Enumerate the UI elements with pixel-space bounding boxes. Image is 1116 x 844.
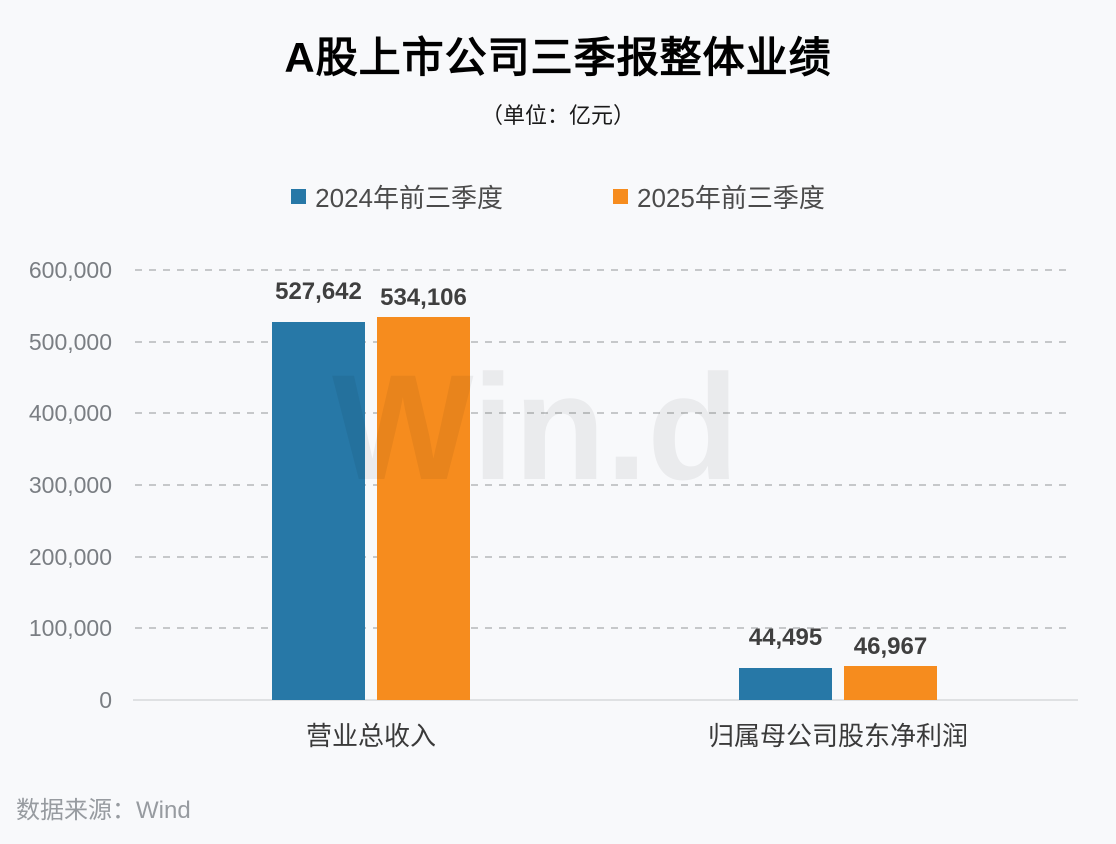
chart-title: A股上市公司三季报整体业绩 xyxy=(284,34,832,81)
y-axis-tick-label: 100,000 xyxy=(28,615,112,642)
y-axis-tick-label: 400,000 xyxy=(28,400,112,427)
bar-value-label: 534,106 xyxy=(380,284,467,312)
x-axis-category-label: 营业总收入 xyxy=(305,721,436,751)
x-axis-category-label: 归属母公司股东净利润 xyxy=(707,721,968,751)
y-axis-tick-label: 500,000 xyxy=(28,328,112,355)
chart-subtitle: （单位：亿元） xyxy=(480,103,635,128)
bar xyxy=(739,668,832,700)
bar xyxy=(272,321,365,700)
bar xyxy=(377,317,470,700)
data-source: 数据来源：Wind xyxy=(16,797,191,824)
y-axis-tick-label: 300,000 xyxy=(28,472,112,498)
legend-item-2025[interactable]: 2025年前三季度 xyxy=(613,178,825,215)
legend-item-2024[interactable]: 2024年前三季度 xyxy=(291,178,503,215)
y-axis-tick-label: 0 xyxy=(99,687,112,713)
y-axis-tick-label: 200,000 xyxy=(28,543,112,570)
bar-value-label: 44,495 xyxy=(748,624,823,652)
gridline xyxy=(135,412,1070,415)
legend-label-2024: 2024年前三季度 xyxy=(315,183,503,213)
gridline xyxy=(135,269,1070,271)
gridline xyxy=(135,555,1070,558)
gridline xyxy=(135,627,1070,630)
legend: 2024年前三季度 2025年前三季度 xyxy=(0,178,1116,215)
gridline xyxy=(135,484,1070,486)
legend-label-2025: 2025年前三季度 xyxy=(637,183,825,213)
y-axis-tick-label: 600,000 xyxy=(28,257,112,283)
bar-value-label: 46,967 xyxy=(853,633,928,661)
gridline xyxy=(135,340,1070,343)
x-axis-line xyxy=(133,699,1078,701)
bar xyxy=(844,666,937,700)
legend-marker-2025-icon xyxy=(613,189,628,204)
bar-value-label: 527,642 xyxy=(275,277,362,305)
legend-marker-2024-icon xyxy=(291,189,307,204)
